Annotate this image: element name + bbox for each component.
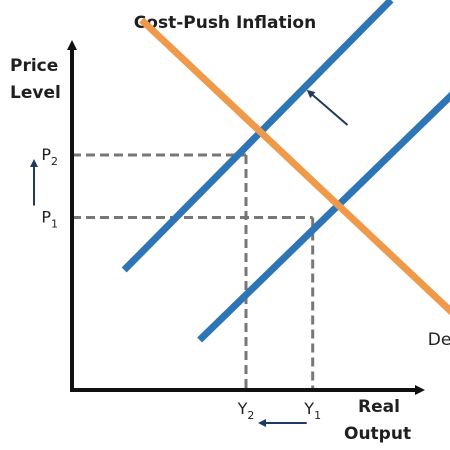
output-tick-2: Y2 <box>237 399 255 422</box>
price-tick-1: P1 <box>41 208 58 231</box>
x-axis-label-line-2: Output <box>344 424 411 444</box>
price-tick-2: P2 <box>41 145 58 168</box>
x-axis-label-line-1: Real <box>358 397 400 417</box>
chart-title: Cost-Push Inflation <box>134 13 316 33</box>
y-axis-label-line-2: Level <box>10 83 61 103</box>
curve-labels: Supply1Supply2Demand <box>428 330 450 350</box>
tick-labels: P1 Y1 P2 Y2 <box>41 145 321 422</box>
supply-shift-arrow-icon <box>306 89 349 126</box>
y-axis-label-line-1: Price <box>10 56 58 76</box>
output-tick-1: Y1 <box>303 399 321 422</box>
shift-arrows <box>30 89 349 427</box>
demand-curve <box>139 17 450 316</box>
demand-label: Demand <box>428 330 450 350</box>
curves <box>121 0 450 343</box>
guide-lines <box>72 153 315 390</box>
supply-2-curve <box>121 0 394 273</box>
